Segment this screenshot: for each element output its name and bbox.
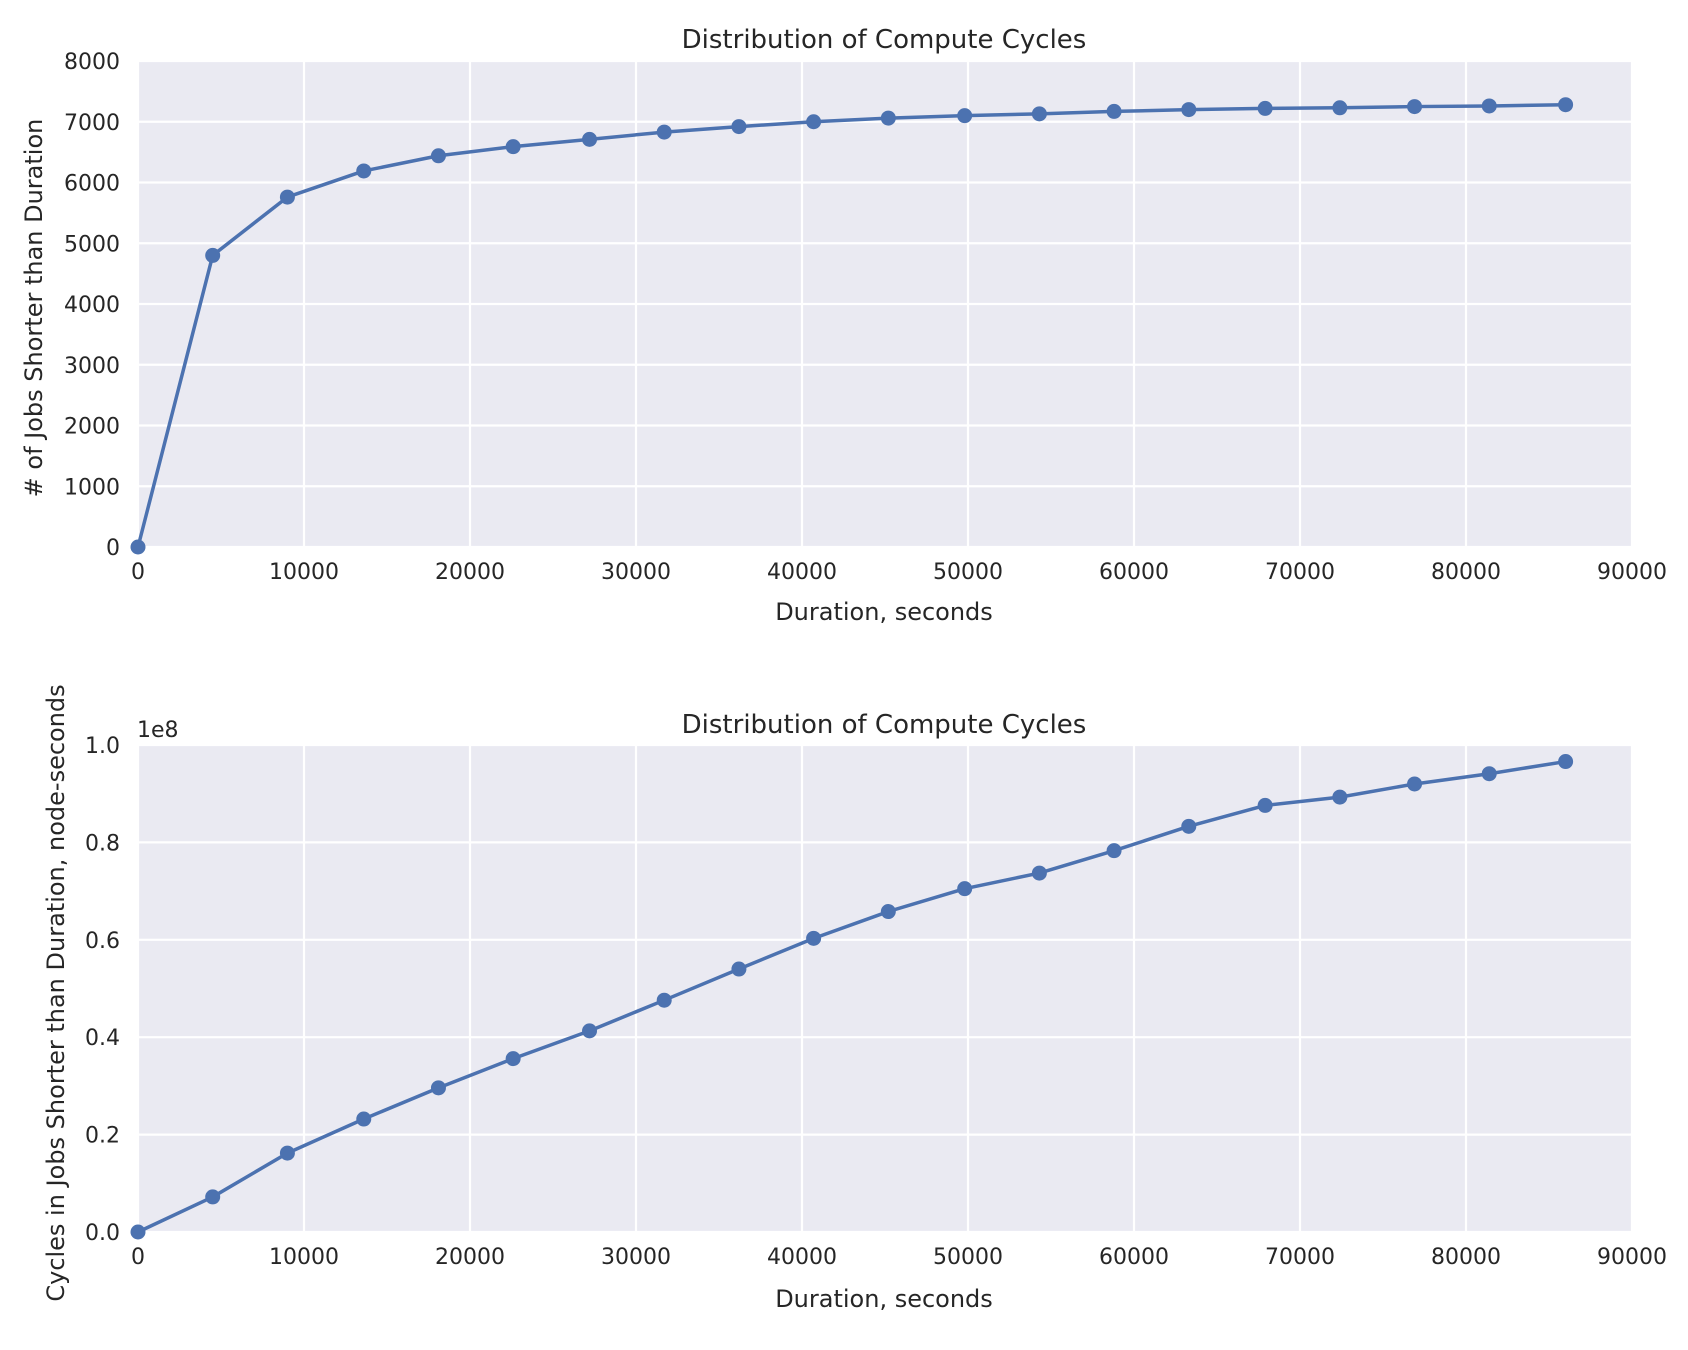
top-data-point	[356, 163, 372, 179]
top-x-tick-label: 30000	[601, 560, 671, 585]
bottom-plot-area	[138, 745, 1632, 1232]
top-data-point	[205, 247, 221, 263]
bottom-data-point	[1332, 789, 1348, 805]
top-x-tick-label: 80000	[1431, 560, 1501, 585]
bottom-x-tick-label: 80000	[1431, 1245, 1501, 1270]
bottom-data-point	[279, 1145, 295, 1161]
bottom-data-point	[880, 904, 896, 920]
top-data-point	[731, 119, 747, 135]
top-x-tick-label: 10000	[269, 560, 339, 585]
bottom-data-point	[1481, 766, 1497, 782]
top-panel: Distribution of Compute Cycles Duration,…	[20, 25, 1667, 626]
top-data-point	[1181, 102, 1197, 118]
top-x-tick-label: 90000	[1597, 560, 1667, 585]
bottom-data-point	[582, 1023, 598, 1039]
bottom-y-tick-label: 0.2	[85, 1124, 120, 1149]
top-data-point	[1332, 100, 1348, 116]
top-y-tick-label: 6000	[64, 172, 120, 197]
top-x-tick-label: 50000	[933, 560, 1003, 585]
top-data-point	[430, 148, 446, 164]
top-data-point	[957, 108, 973, 124]
bottom-data-point	[1031, 865, 1047, 881]
bottom-x-tick-label: 30000	[601, 1245, 671, 1270]
top-data-point	[1481, 98, 1497, 114]
bottom-y-axis-label: Cycles in Jobs Shorter than Duration, no…	[42, 684, 70, 1301]
top-series-line	[136, 102, 1566, 548]
bottom-y-tick-label: 0.6	[85, 929, 120, 954]
top-y-tick-label: 1000	[64, 475, 120, 500]
bottom-data-point	[656, 992, 672, 1008]
top-y-tick-label: 5000	[64, 232, 120, 257]
bottom-x-tick-label: 90000	[1597, 1245, 1667, 1270]
top-chart-title: Distribution of Compute Cycles	[682, 25, 1087, 55]
top-y-tick-label: 0	[106, 536, 120, 561]
bottom-x-tick-label: 0	[131, 1245, 145, 1270]
top-data-point	[1558, 97, 1574, 113]
bottom-data-point	[731, 961, 747, 977]
top-y-tick-label: 3000	[64, 354, 120, 379]
bottom-data-point	[1181, 818, 1197, 834]
bottom-data-point	[430, 1080, 446, 1096]
bottom-data-point	[356, 1111, 372, 1127]
bottom-data-point	[1106, 843, 1122, 859]
top-x-tick-label: 20000	[435, 560, 505, 585]
bottom-x-tick-label: 20000	[435, 1245, 505, 1270]
top-x-tick-label: 60000	[1099, 560, 1169, 585]
top-data-point	[656, 124, 672, 140]
top-data-point	[505, 139, 521, 155]
top-data-point	[880, 110, 896, 126]
top-y-axis-label: # of Jobs Shorter than Duration	[20, 119, 48, 498]
bottom-y-tick-label: 0.0	[85, 1221, 120, 1246]
top-y-tick-label: 7000	[64, 111, 120, 136]
top-data-point	[279, 189, 295, 205]
bottom-y-tick-label: 0.8	[85, 831, 120, 856]
bottom-x-axis-label: Duration, seconds	[775, 1285, 993, 1313]
bottom-data-point	[1558, 754, 1574, 770]
top-x-tick-label: 0	[131, 560, 145, 585]
top-data-point	[1257, 100, 1273, 116]
bottom-x-tick-label: 40000	[767, 1245, 837, 1270]
bottom-data-point	[205, 1189, 221, 1205]
top-y-tick-label: 8000	[64, 50, 120, 75]
bottom-data-point	[130, 1224, 146, 1240]
bottom-y-tick-label: 0.4	[85, 1026, 120, 1051]
top-x-tick-label: 40000	[767, 560, 837, 585]
top-data-point	[1407, 99, 1423, 115]
bottom-x-tick-label: 50000	[933, 1245, 1003, 1270]
bottom-x-tick-label: 10000	[269, 1245, 339, 1270]
top-data-point	[582, 131, 598, 147]
bottom-data-point	[957, 881, 973, 897]
bottom-y-offset-label: 1e8	[137, 718, 179, 743]
top-data-point	[806, 114, 822, 130]
bottom-x-tick-label: 70000	[1265, 1245, 1335, 1270]
top-data-point	[130, 539, 146, 555]
top-y-tick-label: 4000	[64, 293, 120, 318]
bottom-data-point	[806, 930, 822, 946]
bottom-data-point	[1257, 797, 1273, 813]
top-y-tick-label: 2000	[64, 415, 120, 440]
bottom-data-point	[505, 1051, 521, 1067]
bottom-data-point	[1407, 776, 1423, 792]
top-data-point	[1031, 106, 1047, 122]
bottom-series-line	[137, 759, 1566, 1234]
bottom-x-tick-label: 60000	[1099, 1245, 1169, 1270]
top-x-tick-label: 70000	[1265, 560, 1335, 585]
bottom-chart-title: Distribution of Compute Cycles	[682, 710, 1087, 740]
top-x-axis-label: Duration, seconds	[775, 598, 993, 626]
bottom-y-tick-label: 1.0	[85, 734, 120, 759]
bottom-panel: Distribution of Compute Cycles 1e8 Durat…	[42, 684, 1667, 1313]
top-data-point	[1106, 103, 1122, 119]
